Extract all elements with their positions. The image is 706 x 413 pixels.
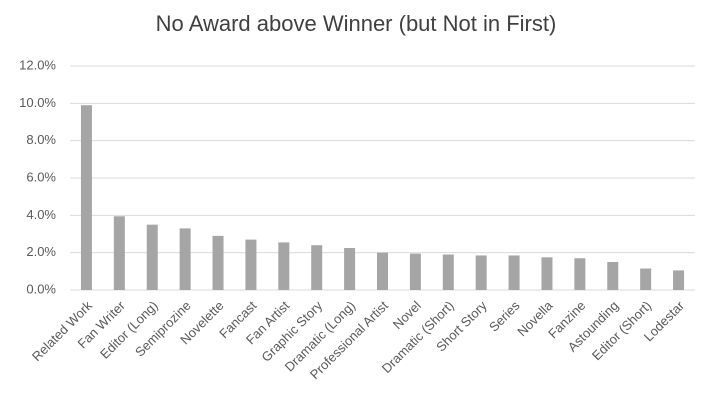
bar xyxy=(442,254,454,290)
bar xyxy=(146,224,158,290)
bar xyxy=(475,255,487,290)
bar xyxy=(278,242,290,290)
bar xyxy=(409,253,421,290)
bar xyxy=(245,239,257,290)
bar xyxy=(311,245,323,290)
bar xyxy=(607,262,619,290)
y-tick-label: 6.0% xyxy=(26,169,56,184)
bar xyxy=(113,216,125,290)
bar xyxy=(541,257,553,290)
bar xyxy=(344,248,356,290)
bar xyxy=(673,270,685,290)
y-tick-label: 10.0% xyxy=(19,95,56,110)
bar xyxy=(640,268,652,290)
chart-title: No Award above Winner (but Not in First) xyxy=(156,11,557,36)
y-tick-label: 0.0% xyxy=(26,281,56,296)
bar xyxy=(377,252,388,290)
bar xyxy=(508,255,520,290)
y-tick-label: 8.0% xyxy=(26,132,56,147)
y-tick-label: 12.0% xyxy=(19,57,56,72)
bar xyxy=(179,228,191,290)
y-tick-label: 2.0% xyxy=(26,244,56,259)
bar xyxy=(574,258,586,290)
bar xyxy=(212,235,224,290)
bar xyxy=(80,105,92,290)
y-tick-label: 4.0% xyxy=(26,207,56,222)
